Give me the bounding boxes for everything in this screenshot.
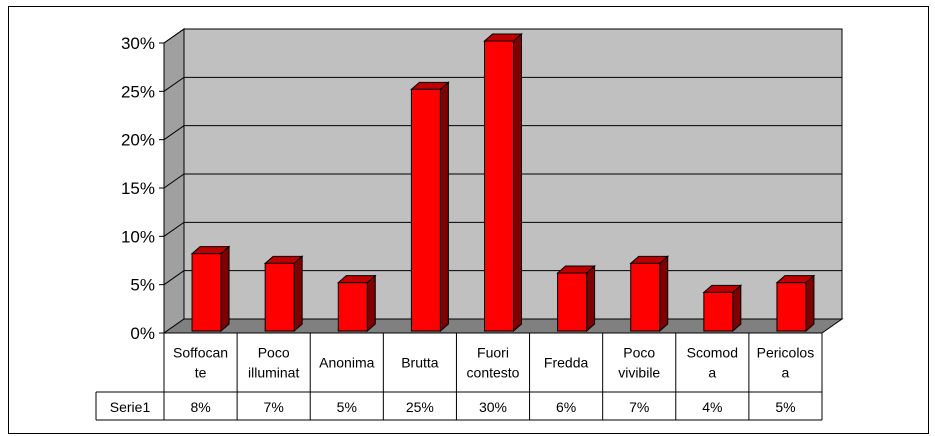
bar-side [293,255,303,333]
series-name-label: Serie1 [110,399,151,415]
bar-front [484,40,514,332]
bar [775,274,816,333]
bar [190,245,231,333]
data-value-label: 5% [775,399,795,415]
bar [629,255,670,333]
bar-side [366,274,376,333]
x-category-label: Soffocan te [173,345,228,381]
y-tick-label: 10% [121,227,155,246]
bar-front [410,88,441,332]
gridline [163,76,842,92]
bar-side [586,264,596,333]
x-category-label: Anonima [319,355,374,371]
x-category-label: Scomod a [687,345,738,381]
bar [336,274,377,333]
bar [263,255,304,333]
x-category-label: Poco vivibile [618,345,660,381]
x-category-label: Poco illuminat [248,345,299,381]
bar-front [264,262,295,332]
bar-front [703,291,734,332]
bar-side [659,255,669,333]
gridline [163,270,842,286]
data-value-label: 7% [264,399,284,415]
y-tick-label: 30% [121,34,155,53]
bar-front [557,272,588,332]
y-tick-label: 20% [121,131,155,150]
x-category-label: Brutta [401,355,439,371]
data-value-label: 5% [337,399,357,415]
data-value-label: 30% [479,399,507,415]
bar-side [220,245,230,333]
bar-front [630,262,661,332]
data-value-label: 7% [629,399,649,415]
data-value-label: 6% [556,399,576,415]
data-value-label: 4% [702,399,722,415]
gridline [163,28,842,44]
bar [556,264,596,333]
bar-side [439,81,449,333]
bar [483,32,523,333]
gridline [163,173,842,189]
bar-side [513,32,522,333]
data-value-label: 8% [190,399,210,415]
gridline [163,221,842,237]
bar-side [732,284,742,333]
bar [702,284,743,333]
gridline [163,125,842,141]
y-tick-label: 5% [130,276,155,295]
bar-front [191,253,222,332]
x-category-label: Fuori contesto [467,345,520,381]
bar-front [337,282,368,332]
data-value-label: 25% [406,399,434,415]
x-category-label: Pericolos a [757,345,815,381]
y-tick-label: 0% [130,324,155,343]
bar-side [805,274,815,333]
y-tick-label: 15% [121,179,155,198]
x-category-label: Fredda [544,355,589,371]
bar [410,81,450,333]
y-tick-label: 25% [121,82,155,101]
bar-front [776,282,807,332]
